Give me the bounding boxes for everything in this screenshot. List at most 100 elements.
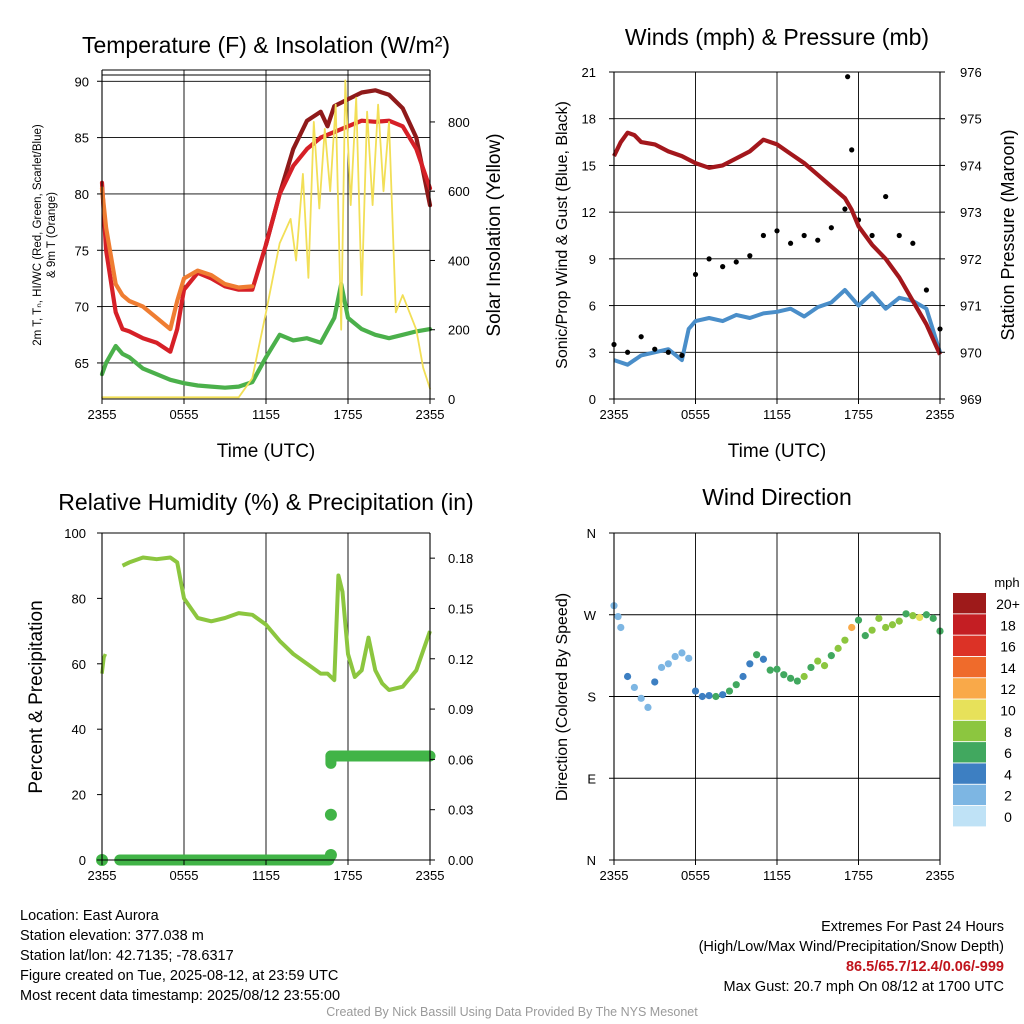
direction-point bbox=[623, 672, 632, 681]
gust-point bbox=[815, 237, 821, 243]
y2-tick-label: 0.12 bbox=[448, 652, 473, 667]
legend-swatch bbox=[953, 806, 986, 827]
direction-point bbox=[614, 612, 622, 621]
extremes-subtitle: (High/Low/Max Wind/Precipitation/Snow De… bbox=[698, 939, 1004, 955]
y-tick-label: 85 bbox=[75, 131, 89, 146]
direction-point bbox=[712, 692, 720, 701]
y2-tick-label: 973 bbox=[960, 205, 982, 220]
precip-point bbox=[324, 808, 337, 821]
gust-point bbox=[747, 253, 753, 259]
x-tick-label: 2355 bbox=[88, 407, 117, 422]
gust-point bbox=[883, 193, 889, 200]
y2-tick-label: 600 bbox=[448, 184, 470, 199]
direction-point bbox=[657, 663, 666, 672]
gust-point bbox=[869, 232, 875, 239]
direction-point bbox=[753, 651, 761, 659]
gust-point bbox=[760, 232, 767, 239]
y2-tick-label: 800 bbox=[448, 115, 470, 130]
y-tick-label: 9 bbox=[589, 252, 596, 267]
direction-point bbox=[800, 672, 808, 681]
legend-swatch bbox=[953, 720, 986, 742]
direction-point bbox=[814, 657, 822, 665]
legend-label: 18 bbox=[1000, 617, 1016, 633]
temperature-panel: 65 70 75 80 85 90 0 200 400 600 800 2355 0555 1155 175… bbox=[32, 32, 505, 462]
station-latlon: Station lat/lon: 42.7135; -78.6317 bbox=[20, 948, 234, 964]
y2-tick-label: 0.18 bbox=[448, 551, 473, 566]
y2-tick-label: 0.09 bbox=[448, 702, 473, 717]
legend-label: 6 bbox=[1004, 745, 1012, 761]
gust-point bbox=[665, 349, 671, 355]
y-tick-label: S bbox=[587, 690, 596, 705]
y-tick-label: 0 bbox=[79, 853, 86, 868]
direction-point bbox=[909, 612, 917, 620]
legend-swatch bbox=[953, 763, 986, 784]
y-axis-label: & 9m T (Orange) bbox=[46, 192, 58, 278]
y-axis-label: 2m T, Tₙ, HI/WC (Red, Green, Scarlet/Blu… bbox=[32, 124, 44, 346]
extremes-title: Extremes For Past 24 Hours bbox=[821, 919, 1004, 935]
legend-title: mph bbox=[994, 575, 1019, 590]
gust-point bbox=[624, 349, 631, 355]
station-elevation: Station elevation: 377.038 m bbox=[20, 928, 204, 944]
direction-point bbox=[691, 687, 700, 695]
direction-point bbox=[807, 663, 815, 672]
gust-point bbox=[910, 240, 916, 246]
chart-title: Relative Humidity (%) & Precipitation (i… bbox=[58, 489, 473, 515]
y-axis-label: Direction (Colored By Speed) bbox=[554, 593, 571, 801]
legend-label: 20+ bbox=[996, 596, 1020, 612]
chart-title: Wind Direction bbox=[702, 484, 852, 510]
y-tick-label: 70 bbox=[75, 300, 89, 315]
y-tick-label: 100 bbox=[64, 526, 86, 541]
y-tick-label: 80 bbox=[75, 187, 89, 202]
extremes-values: 86.5/65.7/12.4/0.06/-999 bbox=[845, 959, 1004, 975]
y-axis-label: Sonic/Prop Wind & Gust (Blue, Black) bbox=[554, 101, 571, 369]
y-tick-label: 20 bbox=[72, 788, 86, 803]
gust-point bbox=[652, 346, 658, 352]
y2-tick-label: 0.03 bbox=[448, 803, 473, 818]
legend-label: 4 bbox=[1004, 766, 1012, 782]
direction-point bbox=[922, 611, 931, 619]
recent-timestamp: Most recent data timestamp: 2025/08/12 2… bbox=[20, 988, 341, 1004]
legend-swatch bbox=[953, 699, 986, 720]
direction-point bbox=[746, 660, 754, 668]
y2-tick-label: 975 bbox=[960, 112, 982, 127]
y2-tick-label: 0.06 bbox=[448, 752, 473, 767]
y-axis-label: Percent & Precipitation bbox=[26, 600, 47, 793]
precip-point bbox=[324, 848, 337, 861]
direction-point bbox=[868, 626, 876, 634]
x-tick-label: 0555 bbox=[170, 868, 199, 883]
gust-point bbox=[733, 259, 739, 265]
legend-label: 10 bbox=[1000, 703, 1016, 719]
gust-point bbox=[801, 232, 807, 239]
gust-point bbox=[787, 240, 794, 246]
y-tick-label: 18 bbox=[582, 112, 596, 127]
extremes-info: Extremes For Past 24 Hours (High/Low/Max… bbox=[699, 917, 1004, 997]
gust-point bbox=[720, 264, 726, 270]
y2-tick-label: 971 bbox=[960, 299, 982, 314]
direction-point bbox=[861, 632, 869, 640]
max-gust: Max Gust: 20.7 mph On 08/12 at 1700 UTC bbox=[723, 979, 1004, 995]
wind-panel: 0 3 6 9 12 15 18 21 969 970 971 972 973 974 975 976 2355… bbox=[554, 24, 1018, 462]
chart-title: Temperature (F) & Insolation (W/m²) bbox=[82, 32, 450, 58]
x-tick-label: 1755 bbox=[334, 407, 363, 422]
x-tick-label: 1755 bbox=[844, 868, 873, 883]
series-line-solar bbox=[101, 79, 431, 399]
x-tick-label: 2355 bbox=[926, 407, 955, 422]
direction-point bbox=[854, 616, 863, 624]
direction-point bbox=[630, 683, 638, 692]
x-tick-label: 2355 bbox=[88, 868, 117, 883]
direction-point bbox=[644, 703, 652, 712]
station-location: Location: East Aurora bbox=[20, 908, 159, 924]
y2-tick-label: 0.15 bbox=[448, 601, 473, 616]
direction-point bbox=[827, 652, 835, 660]
series-line-dewpoint bbox=[99, 282, 433, 390]
y-tick-label: 6 bbox=[589, 299, 596, 314]
x-tick-label: 0555 bbox=[681, 407, 710, 422]
gust-point bbox=[845, 74, 851, 80]
direction-point bbox=[637, 694, 645, 702]
x-tick-label: 1155 bbox=[763, 407, 791, 422]
series-line-9m bbox=[99, 186, 255, 332]
gust-point bbox=[923, 287, 930, 293]
gust-point bbox=[842, 206, 848, 212]
wind-direction-panel: N E S W N 2355 0555 1155 1755 2355 Wind Direction D… bbox=[554, 484, 1020, 883]
direction-point bbox=[848, 623, 856, 632]
